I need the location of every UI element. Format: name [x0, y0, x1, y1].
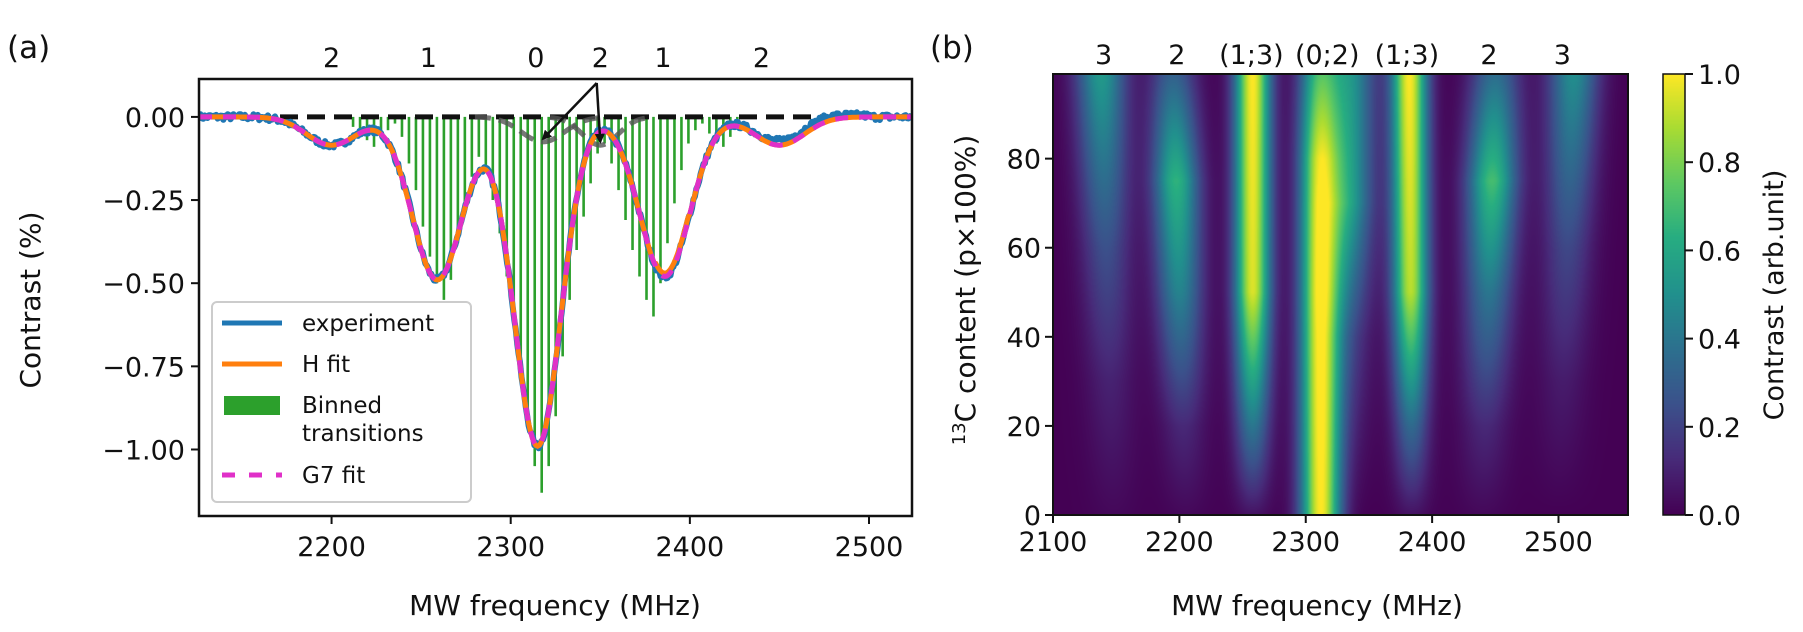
heatmap-image — [1053, 74, 1628, 515]
legend-label-binned-line2: transitions — [302, 421, 424, 447]
y-tick-label: 0 — [1024, 501, 1041, 532]
panel-b-y-axis-title-superscript: 13 — [949, 422, 970, 445]
transition-order-label: 2 — [592, 43, 609, 74]
y-tick-label: −0.25 — [102, 186, 185, 217]
arrow-to-0-transition — [541, 82, 598, 141]
panel-b-y-axis: 0 20 40 60 80 — [1007, 145, 1053, 532]
transition-order-label: 2 — [753, 43, 770, 74]
panel-a-frame — [197, 77, 914, 518]
x-tick-label: 2400 — [655, 532, 724, 563]
colorbar-title: Contrast (arb.unit) — [1759, 170, 1790, 421]
legend-label-binned-line1: Binned — [302, 393, 382, 419]
colorbar-axis: 0.0 0.2 0.4 0.6 0.8 1.0 — [1685, 60, 1741, 532]
x-tick-label: 2500 — [835, 532, 904, 563]
legend-swatch-binned-transitions — [224, 396, 280, 415]
panel-a-x-axis-title: MW frequency (MHz) — [409, 589, 701, 622]
x-tick-label: 2400 — [1398, 527, 1467, 558]
transition-order-label: 2 — [323, 43, 340, 74]
x-tick-label: 2100 — [1019, 527, 1088, 558]
panel-a-y-axis-title: Contrast (%) — [14, 212, 47, 389]
panel-b-top-labels: 3 2 (1;3) (0;2) (1;3) 2 3 — [1095, 40, 1571, 71]
x-tick-label: 2200 — [297, 532, 366, 563]
panel-label-a: (a) — [7, 30, 50, 66]
panel-b-y-axis-title-text: C content (p×100%) — [949, 135, 982, 423]
legend-label-experiment: experiment — [302, 311, 434, 337]
panel-a-y-axis: 0.00 −0.25 −0.50 −0.75 −1.00 — [102, 103, 199, 466]
colorbar-frame — [1662, 73, 1686, 516]
panel-a-top-labels: 2 1 0 2 1 2 — [323, 43, 770, 74]
transition-order-label: 3 — [1554, 40, 1571, 71]
transition-order-label: (1;3) — [1219, 40, 1284, 71]
transition-order-label: (0;2) — [1295, 40, 1360, 71]
y-tick-label: −1.00 — [102, 435, 185, 466]
x-tick-label: 2300 — [1271, 527, 1340, 558]
y-tick-label: 80 — [1007, 145, 1041, 176]
arrow-to-2-transition — [594, 82, 605, 144]
x-tick-label: 2300 — [476, 532, 545, 563]
transition-order-label: 2 — [1480, 40, 1497, 71]
panel-label-b: (b) — [930, 30, 974, 66]
colorbar-tick-label: 0.8 — [1698, 148, 1741, 179]
y-tick-label: 0.00 — [125, 103, 185, 134]
panel-b-frame — [1052, 73, 1629, 516]
panel-a-plot-area — [199, 109, 912, 493]
transition-order-label: 1 — [654, 43, 671, 74]
transition-order-label: (1;3) — [1375, 40, 1440, 71]
y-tick-label: 40 — [1007, 323, 1041, 354]
x-tick-label: 2200 — [1145, 527, 1214, 558]
annotation-arrows — [541, 82, 605, 144]
legend-label-h-fit: H fit — [302, 352, 350, 378]
y-tick-label: 60 — [1007, 234, 1041, 265]
panel-b-x-axis-title: MW frequency (MHz) — [1171, 589, 1463, 622]
y-tick-label: −0.75 — [102, 352, 185, 383]
legend-label-g7-fit: G7 fit — [302, 463, 365, 489]
x-tick-label: 2500 — [1524, 527, 1593, 558]
gray-component-curve-2 — [549, 115, 651, 148]
g7-fit-line — [199, 114, 912, 450]
panel-b-x-axis: 2100 2200 2300 2400 2500 — [1019, 515, 1593, 558]
colorbar-tick-label: 0.6 — [1698, 236, 1741, 267]
panel-b-y-axis-title: 13C content (p×100%) — [949, 135, 983, 446]
legend-box — [211, 301, 472, 503]
y-tick-label: 20 — [1007, 412, 1041, 443]
transition-order-label: 0 — [527, 43, 544, 74]
colorbar-tick-label: 0.2 — [1698, 413, 1741, 444]
transition-order-label: 3 — [1095, 40, 1112, 71]
panel-a-x-axis: 2200 2300 2400 2500 — [297, 516, 903, 563]
legend: experiment H fit Binned transitions G7 f… — [211, 301, 472, 503]
transition-order-label: 2 — [1168, 40, 1185, 71]
y-tick-label: −0.50 — [102, 269, 185, 300]
colorbar-tick-label: 0.4 — [1698, 325, 1741, 356]
colorbar-tick-label: 1.0 — [1698, 60, 1741, 91]
transition-order-label: 1 — [420, 43, 437, 74]
colorbar-tick-label: 0.0 — [1698, 501, 1741, 532]
colorbar-gradient — [1663, 74, 1685, 515]
